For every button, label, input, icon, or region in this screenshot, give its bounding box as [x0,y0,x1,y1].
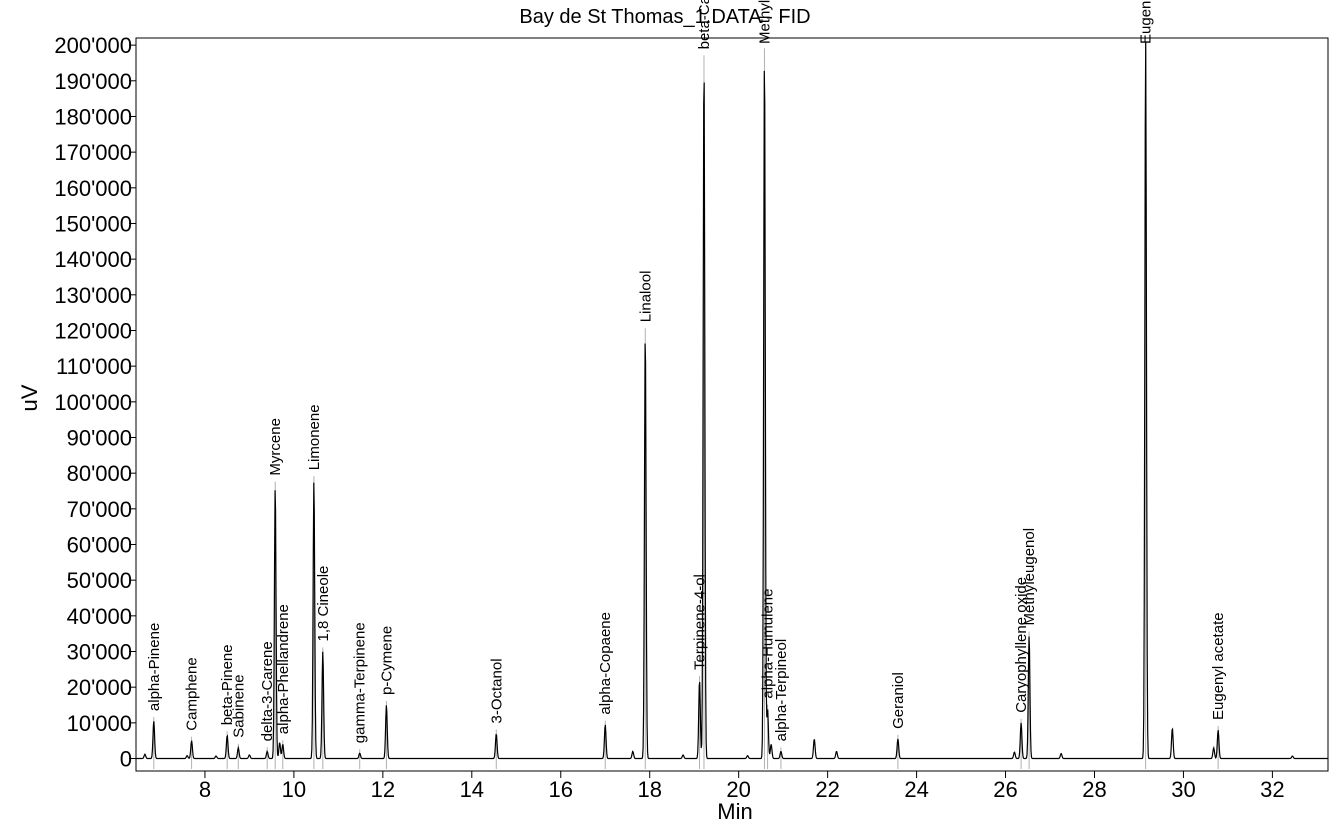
peak-label: beta-Pinene [219,644,236,725]
x-tick-label: 14 [460,777,484,802]
plot-frame [135,37,1329,772]
y-tick-label: 60'000 [67,533,132,558]
y-tick-label: 20'000 [67,675,132,700]
y-tick-label: 80'000 [67,461,132,486]
peak-label: p-Cymene [378,626,395,695]
y-tick-label: 70'000 [67,497,132,522]
peak-label: alpha-Pinene [146,623,163,711]
x-tick-label: 28 [1082,777,1106,802]
y-tick-label: 110'000 [56,354,132,379]
x-tick-label: 8 [199,777,211,802]
y-tick-label: 0 [120,747,132,772]
x-tick-label: 32 [1260,777,1284,802]
x-tick-label: 24 [904,777,928,802]
peak-label: beta-Caryophyllene [696,0,713,49]
x-tick-label: 12 [371,777,395,802]
peak-label: Sabinene [230,674,247,737]
y-tick-label: 120'000 [54,318,132,343]
x-tick-label: 18 [637,777,661,802]
peak-label: Methyleugenol [1021,528,1038,626]
peak-label: Methyl Chavicol [757,0,774,44]
y-tick-label: 50'000 [67,568,132,593]
peak-label: alpha-Phellandrene [275,604,292,734]
peak-label: Camphene [184,657,201,730]
x-tick-label: 30 [1171,777,1195,802]
y-tick-label: 30'000 [67,640,132,665]
y-tick-label: 180'000 [54,104,132,129]
peak-label: Myrcene [267,418,284,476]
y-tick-label: 40'000 [67,604,132,629]
y-tick-label: 150'000 [54,211,132,236]
peak-label: alpha-Copaene [597,612,614,715]
peak-label: alpha-Humulene [760,589,777,699]
peak-label: alpha-Terpineol [773,639,790,742]
x-tick-label: 22 [815,777,839,802]
x-axis-title: Min [717,799,752,824]
y-tick-label: 130'000 [54,283,132,308]
peak-label: 3-Octanol [488,658,505,723]
y-tick-label: 170'000 [54,140,132,165]
y-tick-label: 10'000 [67,711,132,736]
peak-label: Limonene [306,404,323,470]
y-axis-title: uV [17,384,42,411]
y-tick-label: 90'000 [67,425,132,450]
peak-label: Eugenol [1138,0,1155,44]
x-tick-label: 10 [282,777,306,802]
x-tick-label: 20 [726,777,750,802]
x-tick-label: 26 [993,777,1017,802]
x-tick-label: 16 [549,777,573,802]
axes: 8 10 12 14 16 18 20 22 24 26 28 30 32 0 10'000 20'000 30… [54,33,1329,802]
y-tick-label: 200'000 [54,33,132,58]
y-tick-label: 140'000 [54,247,132,272]
peak-label: Geraniol [890,672,907,729]
peak-label: Eugenyl acetate [1210,612,1227,720]
plot-area [136,41,1328,760]
chart-title: Bay de St Thomas_1.DATA - FID [519,6,810,28]
y-tick-label: 160'000 [54,176,132,201]
peak-label: gamma-Terpinene [352,622,369,743]
peak-label: Caryophyllene oxide [1013,577,1030,713]
peak-label: Terpinene-4-ol [692,574,709,670]
peak-label: 1,8 Cineole [315,566,332,642]
fid-trace [136,41,1328,760]
peak-label: Linalool [637,271,654,323]
peak-label: delta-3-Carene [259,641,276,741]
y-tick-label: 100'000 [54,390,132,415]
y-tick-label: 190'000 [54,69,132,94]
